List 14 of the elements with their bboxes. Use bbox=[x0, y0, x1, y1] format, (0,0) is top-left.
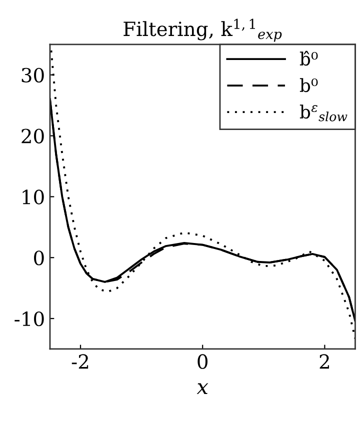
x-axis-title: x bbox=[196, 383, 208, 394]
x-tick-label: 2 bbox=[320, 354, 329, 369]
x-tick-label: -2 bbox=[72, 354, 88, 369]
y-tick-label: 30 bbox=[22, 68, 44, 83]
legend-label: b⁰ bbox=[300, 78, 318, 92]
legend-label: b̂⁰ bbox=[300, 50, 318, 66]
x-tick-label: 0 bbox=[198, 354, 208, 369]
line-series bbox=[50, 50, 356, 340]
y-tick-label: 10 bbox=[22, 190, 44, 204]
chart-title: Filtering, k$^{1,1}$$_{exp}$ bbox=[124, 18, 282, 42]
y-tick-label: 0 bbox=[34, 250, 44, 266]
legend-label: b$^{ε}$$_{slow}$ bbox=[300, 104, 348, 122]
y-tick-label: -10 bbox=[14, 311, 44, 326]
y-tick-label: 20 bbox=[22, 128, 44, 144]
